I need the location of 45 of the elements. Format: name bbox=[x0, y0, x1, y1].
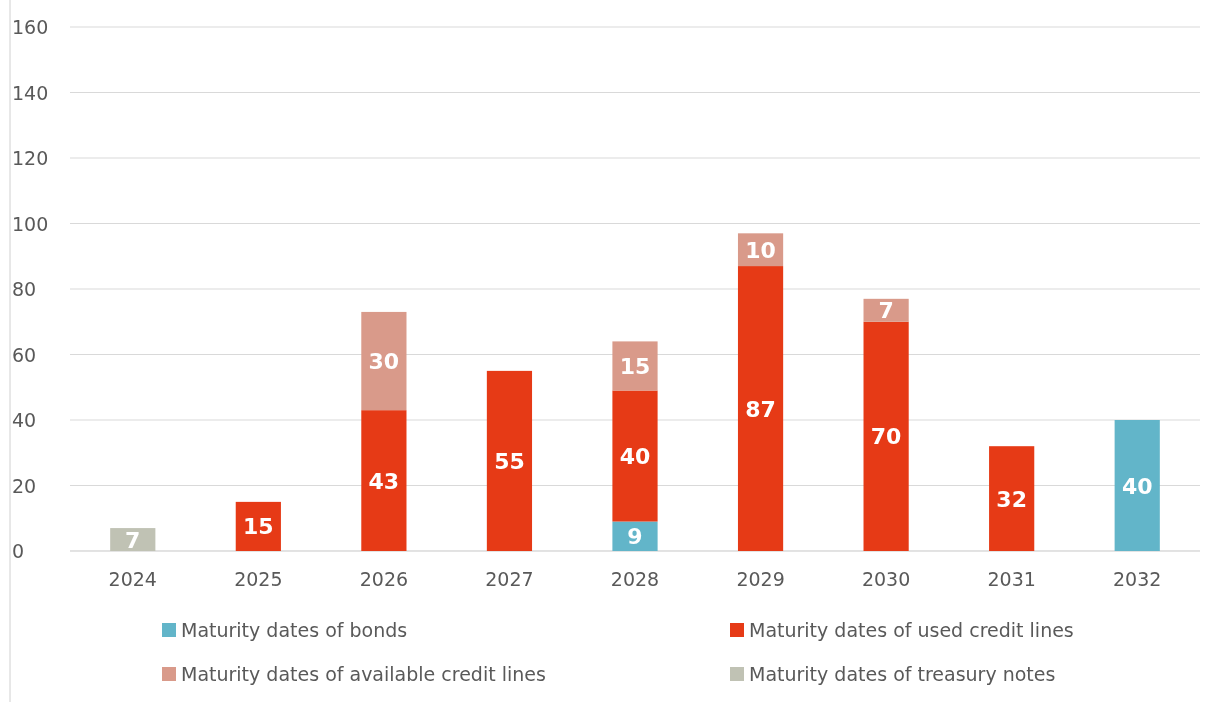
data-label: 40 bbox=[1121, 473, 1153, 499]
x-tick-label: 2030 bbox=[861, 568, 911, 590]
bar bbox=[612, 341, 658, 391]
y-tick-label: 0 bbox=[12, 540, 25, 562]
data-label: 70 bbox=[870, 424, 902, 450]
x-tick-label: 2027 bbox=[485, 568, 534, 590]
x-tick-label: 2024 bbox=[108, 568, 157, 590]
bar bbox=[612, 390, 658, 522]
bar bbox=[737, 266, 784, 551]
data-label: 55 bbox=[494, 448, 525, 474]
y-tick-label: 100 bbox=[12, 212, 49, 235]
data-label: 10 bbox=[745, 237, 776, 263]
data-label: 7 bbox=[125, 527, 141, 553]
data-label: 40 bbox=[619, 444, 651, 470]
bar bbox=[361, 311, 407, 411]
data-label: 32 bbox=[996, 486, 1027, 512]
y-tick-label: 20 bbox=[12, 474, 37, 497]
legend-label: Maturity dates of treasury notes bbox=[749, 663, 1056, 685]
data-label: 15 bbox=[243, 514, 274, 540]
bar bbox=[486, 370, 533, 551]
data-label: 9 bbox=[627, 524, 643, 550]
y-tick-label: 140 bbox=[12, 81, 49, 104]
bar bbox=[989, 446, 1035, 551]
data-label: 30 bbox=[368, 349, 400, 375]
legend-label: Maturity dates of bonds bbox=[181, 619, 408, 641]
y-tick-label: 160 bbox=[12, 16, 49, 38]
x-tick-label: 2031 bbox=[987, 568, 1036, 590]
x-tick-label: 2028 bbox=[610, 568, 660, 590]
data-label: 43 bbox=[368, 468, 400, 494]
x-tick-label: 2032 bbox=[1113, 568, 1162, 590]
x-tick-label: 2029 bbox=[736, 568, 785, 590]
legend-label: Maturity dates of available credit lines bbox=[181, 663, 546, 685]
x-tick-label: 2026 bbox=[359, 568, 409, 590]
y-tick-label: 60 bbox=[12, 343, 37, 366]
bar bbox=[1114, 420, 1160, 551]
y-tick-label: 40 bbox=[12, 409, 37, 431]
x-tick-label: 2025 bbox=[234, 568, 283, 590]
bar bbox=[863, 321, 909, 551]
bar bbox=[361, 410, 407, 551]
data-label: 15 bbox=[619, 353, 651, 379]
data-label: 87 bbox=[745, 396, 776, 422]
data-label: 7 bbox=[878, 298, 894, 324]
legend-label: Maturity dates of used credit lines bbox=[749, 619, 1074, 641]
y-tick-label: 80 bbox=[12, 278, 37, 300]
y-tick-label: 120 bbox=[12, 147, 49, 169]
